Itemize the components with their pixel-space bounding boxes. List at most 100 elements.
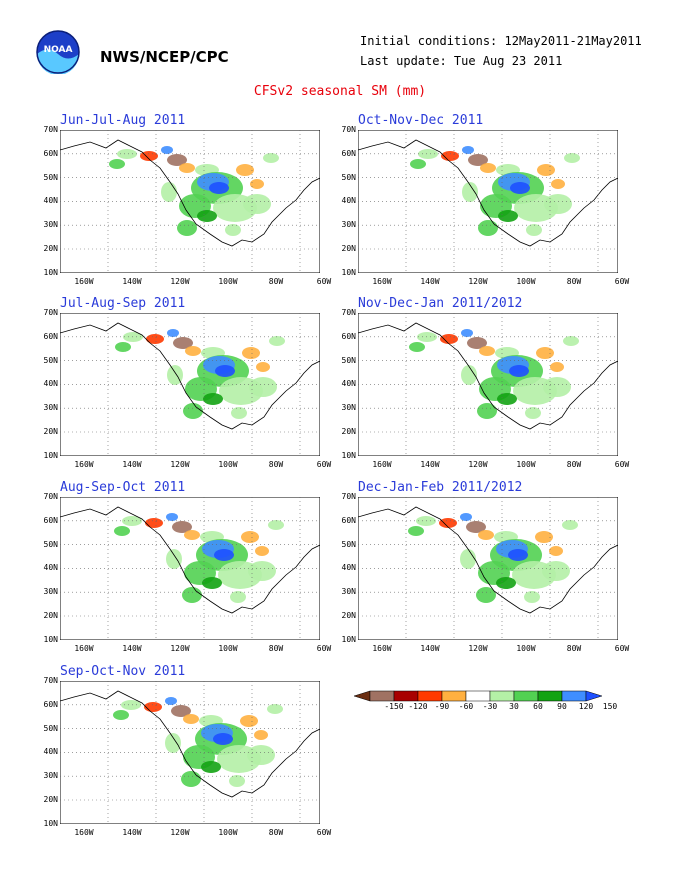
lat-label: 10N xyxy=(341,634,356,644)
colorbar-swatch xyxy=(513,690,539,702)
panel-title: Nov-Dec-Jan 2011/2012 xyxy=(358,296,523,311)
lon-label: 80W xyxy=(566,644,582,653)
lat-label: 60N xyxy=(43,515,58,525)
colorbar-arrow-low xyxy=(354,690,371,702)
coastline xyxy=(60,313,320,430)
anomaly-shading xyxy=(479,346,495,356)
lat-label: 50N xyxy=(43,172,58,182)
anomaly-shading xyxy=(203,393,223,405)
lon-label: 80W xyxy=(268,644,284,653)
anomaly-shading xyxy=(117,149,137,159)
anomaly-shading xyxy=(480,163,496,173)
colorbar-label: -30 xyxy=(482,702,498,711)
lat-label: 50N xyxy=(43,723,58,733)
anomaly-shading xyxy=(418,149,438,159)
lon-label: 120W xyxy=(170,277,190,286)
lon-label: 140W xyxy=(122,277,142,286)
lon-label: 140W xyxy=(420,277,440,286)
colorbar-label: -90 xyxy=(434,702,450,711)
anomaly-shading xyxy=(468,154,488,166)
lon-label: 160W xyxy=(74,828,94,837)
lat-label: 60N xyxy=(43,699,58,709)
anomaly-shading xyxy=(165,733,181,753)
lat-label: 20N xyxy=(43,244,58,253)
noaa-logo: NOAA xyxy=(36,30,80,74)
soil-moisture-map xyxy=(60,681,320,824)
anomaly-shading xyxy=(537,164,555,176)
anomaly-shading xyxy=(161,182,177,202)
lat-label: 30N xyxy=(43,771,58,781)
panel-title: Jun-Jul-Aug 2011 xyxy=(60,113,186,128)
anomaly-shading xyxy=(177,220,197,236)
lat-label: 40N xyxy=(43,196,58,206)
anomaly-shading xyxy=(181,771,201,787)
lat-label: 10N xyxy=(341,450,356,460)
lat-label: 10N xyxy=(43,450,58,460)
anomaly-shading xyxy=(462,146,474,154)
colorbar-label: 150 xyxy=(602,702,618,711)
colorbar-swatch xyxy=(441,690,467,702)
map-panel: Oct-Nov-Dec 2011 70N 60N 50N 40N 30N 20N 10N 160… xyxy=(342,113,630,298)
anomaly-shading xyxy=(562,520,578,530)
panel-title: Aug-Sep-Oct 2011 xyxy=(60,480,186,495)
anomaly-shading xyxy=(525,407,541,419)
anomaly-shading xyxy=(161,146,173,154)
anomaly-shading xyxy=(248,561,276,581)
lon-label: 100W xyxy=(218,460,238,469)
lon-label: 60W xyxy=(614,644,630,653)
anomaly-shading xyxy=(165,697,177,705)
panel-title: Oct-Nov-Dec 2011 xyxy=(358,113,484,128)
lon-label: 160W xyxy=(372,460,392,469)
lon-label: 60W xyxy=(316,460,332,469)
coastline xyxy=(60,681,320,798)
anomaly-shading xyxy=(496,577,516,589)
anomaly-shading xyxy=(467,337,487,349)
anomaly-shading xyxy=(542,561,570,581)
map-panel: Nov-Dec-Jan 2011/2012 70N 60N 50N 40N 30N 20N 1… xyxy=(342,296,630,481)
soil-moisture-map xyxy=(358,497,618,640)
anomaly-shading xyxy=(214,549,234,561)
anomaly-shading xyxy=(240,715,258,727)
lat-label: 20N xyxy=(43,427,58,436)
anomaly-shading xyxy=(466,521,486,533)
anomaly-shading xyxy=(439,518,457,528)
colorbar-label: 120 xyxy=(578,702,594,711)
panel-title: Sep-Oct-Nov 2011 xyxy=(60,664,186,679)
lat-label: 30N xyxy=(341,220,356,230)
lat-label: 30N xyxy=(43,403,58,413)
anomaly-shading xyxy=(242,347,260,359)
lon-label: 100W xyxy=(218,644,238,653)
anomaly-shading xyxy=(461,365,477,385)
organization-label: NWS/NCEP/CPC xyxy=(100,48,229,66)
anomaly-shading xyxy=(476,587,496,603)
lat-label: 10N xyxy=(43,818,58,828)
anomaly-shading xyxy=(497,393,517,405)
colorbar-label: -120 xyxy=(408,702,428,711)
colorbar-label: 30 xyxy=(509,702,519,711)
anomaly-shading xyxy=(255,546,269,556)
anomaly-shading xyxy=(167,329,179,337)
colorbar-swatch xyxy=(561,690,587,702)
anomaly-shading xyxy=(167,365,183,385)
anomaly-shading xyxy=(229,775,245,787)
anomaly-shading xyxy=(526,224,542,236)
lat-label: 60N xyxy=(43,148,58,158)
colorbar-swatch xyxy=(369,690,395,702)
lon-label: 140W xyxy=(420,644,440,653)
lat-label: 50N xyxy=(341,539,356,549)
lat-label: 70N xyxy=(43,492,58,501)
lon-label: 120W xyxy=(170,644,190,653)
anomaly-shading xyxy=(267,704,283,714)
lon-label: 100W xyxy=(218,277,238,286)
anomaly-shading xyxy=(440,334,458,344)
anomaly-shading xyxy=(146,334,164,344)
anomaly-shading xyxy=(524,591,540,603)
anomaly-shading xyxy=(115,342,131,352)
lat-label: 50N xyxy=(43,355,58,365)
anomaly-shading xyxy=(179,163,195,173)
lon-label: 140W xyxy=(122,460,142,469)
lon-label: 120W xyxy=(170,460,190,469)
anomaly-shading xyxy=(166,513,178,521)
colorbar-swatch xyxy=(489,690,515,702)
lon-label: 140W xyxy=(420,460,440,469)
